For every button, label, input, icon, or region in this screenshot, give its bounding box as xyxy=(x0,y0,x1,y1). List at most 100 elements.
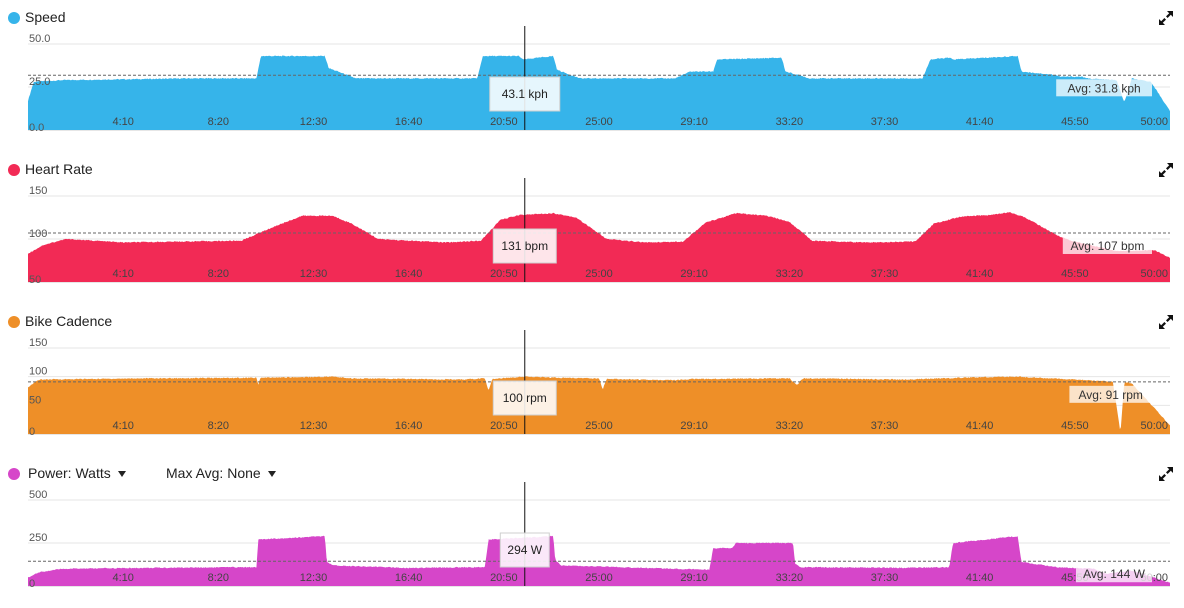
x-tick-label: 41:40 xyxy=(966,268,994,280)
series-area xyxy=(28,376,1170,434)
heart-rate-header: Heart Rate xyxy=(0,152,1184,178)
bike-cadence-title: Bike Cadence xyxy=(25,313,113,329)
x-tick-label: 4:10 xyxy=(112,116,133,128)
x-tick-label: 41:40 xyxy=(966,116,994,128)
hover-tooltip xyxy=(492,228,557,264)
x-tick-label: 16:40 xyxy=(395,268,423,280)
x-tick-label: 29:10 xyxy=(680,420,708,432)
bike-cadence-header: Bike Cadence xyxy=(0,304,1184,330)
x-tick-label: 29:10 xyxy=(680,116,708,128)
caret-down-icon xyxy=(267,471,276,477)
bike-cadence-legend-dot xyxy=(8,316,20,328)
bike-cadence-chart[interactable]: 0 50 100 150 4:10 8:20 12:30 16:40 20:50 25:00 29:… xyxy=(0,330,1184,450)
x-tick-label: 45:50 xyxy=(1061,116,1089,128)
x-tick-label: 4:10 xyxy=(112,420,133,432)
x-tick-label: 12:30 xyxy=(300,116,328,128)
x-tick-label: 25:00 xyxy=(585,420,613,432)
hover-tooltip xyxy=(489,76,561,112)
power-title: Power: Watts xyxy=(28,465,111,481)
y-tick-label: 100 xyxy=(29,228,47,240)
average-label-box xyxy=(1056,79,1152,97)
speed-chart[interactable]: 0.0 25.0 50.0 4:10 8:20 12:30 16:40 20:50 25:00 2… xyxy=(0,26,1184,146)
caret-down-icon xyxy=(117,471,126,477)
x-tick-label: 33:20 xyxy=(776,268,804,280)
series-area xyxy=(28,212,1170,282)
x-tick-label: 45:50 xyxy=(1061,268,1089,280)
x-tick-label: 20:50 xyxy=(490,572,518,584)
y-tick-label: 0 xyxy=(29,578,35,590)
x-tick-label: 20:50 xyxy=(490,116,518,128)
x-tick-label: 50:00 xyxy=(1140,420,1168,432)
x-tick-label: 4:10 xyxy=(112,268,133,280)
expand-arrows-icon[interactable] xyxy=(1158,466,1174,482)
x-tick-label: 25:00 xyxy=(585,572,613,584)
x-tick-label: 50:00 xyxy=(1140,268,1168,280)
x-tick-label: 16:40 xyxy=(395,420,423,432)
speed-panel: Speed 0.0 25.0 50.0 4:10 8:20 12:30 16:40 20:50… xyxy=(0,0,1184,152)
hover-tooltip-value: 43.1 kph xyxy=(502,87,548,101)
y-tick-label: 50 xyxy=(29,394,41,406)
x-tick-label: 50:00 xyxy=(1140,116,1168,128)
series-area xyxy=(28,55,1170,130)
x-tick-label: 16:40 xyxy=(395,572,423,584)
heart-rate-title: Heart Rate xyxy=(25,161,93,177)
x-tick-label: 8:20 xyxy=(208,116,229,128)
y-tick-label: 50.0 xyxy=(29,33,50,45)
y-tick-label: 0 xyxy=(29,426,35,438)
y-tick-label: 150 xyxy=(29,337,47,349)
speed-header: Speed xyxy=(0,0,1184,26)
power-chart[interactable]: 0 250 500 4:10 8:20 12:30 16:40 20:50 25:00 29:10… xyxy=(0,482,1184,602)
x-tick-label: 37:30 xyxy=(871,420,899,432)
average-label: Avg: 91 rpm xyxy=(1078,388,1142,402)
expand-arrows-icon[interactable] xyxy=(1158,10,1174,26)
average-label-box xyxy=(1069,385,1152,403)
expand-arrows-icon[interactable] xyxy=(1158,314,1174,330)
heart-rate-legend-dot xyxy=(8,164,20,176)
bike-cadence-panel: Bike Cadence 0 50 100 150 4:10 8:20 12:30 16:40… xyxy=(0,304,1184,456)
x-tick-label: 12:30 xyxy=(300,420,328,432)
y-tick-label: 150 xyxy=(29,185,47,197)
power-legend-dot xyxy=(8,468,20,480)
speed-title: Speed xyxy=(25,9,66,25)
x-tick-label: 45:50 xyxy=(1061,420,1089,432)
y-tick-label: 250 xyxy=(29,532,47,544)
x-tick-label: 37:30 xyxy=(871,572,899,584)
power-metric-dropdown[interactable]: Power: Watts xyxy=(28,465,126,481)
hover-tooltip xyxy=(499,532,550,568)
heart-rate-chart[interactable]: 50 100 150 4:10 8:20 12:30 16:40 20:50 25:00 29:1… xyxy=(0,178,1184,298)
y-tick-label: 100 xyxy=(29,366,47,378)
y-tick-label: 0.0 xyxy=(29,122,44,134)
hover-tooltip xyxy=(492,380,557,416)
hover-tooltip-value: 294 W xyxy=(507,543,542,557)
expand-arrows-icon[interactable] xyxy=(1158,162,1174,178)
heart-rate-panel: Heart Rate 50 100 150 4:10 8:20 12:30 16:40 20:… xyxy=(0,152,1184,304)
y-tick-label: 500 xyxy=(29,489,47,501)
x-tick-label: 41:40 xyxy=(966,572,994,584)
x-tick-label: 25:00 xyxy=(585,268,613,280)
series-area xyxy=(28,535,1170,586)
x-tick-label: 8:20 xyxy=(208,420,229,432)
y-tick-label: 25.0 xyxy=(29,76,50,88)
hover-tooltip-value: 100 rpm xyxy=(503,391,547,405)
x-tick-label: 20:50 xyxy=(490,268,518,280)
max-avg-dropdown[interactable]: Max Avg: None xyxy=(166,465,276,481)
average-label: Avg: 144 W xyxy=(1083,567,1145,581)
x-tick-label: 41:40 xyxy=(966,420,994,432)
x-tick-label: 29:10 xyxy=(680,572,708,584)
y-tick-label: 50 xyxy=(29,274,41,286)
average-label-box xyxy=(1062,236,1152,254)
x-tick-label: 29:10 xyxy=(680,268,708,280)
max-avg-label: Max Avg: None xyxy=(166,465,261,481)
average-label: Avg: 107 bpm xyxy=(1070,239,1144,253)
x-tick-label: 8:20 xyxy=(208,572,229,584)
x-tick-label: 33:20 xyxy=(776,420,804,432)
power-header: Power: Watts Max Avg: None xyxy=(0,456,1184,482)
x-tick-label: 33:20 xyxy=(776,572,804,584)
hover-tooltip-value: 131 bpm xyxy=(501,239,548,253)
average-label-box xyxy=(1076,565,1152,583)
x-tick-label: 33:20 xyxy=(776,116,804,128)
x-tick-label: 12:30 xyxy=(300,268,328,280)
x-tick-label: 8:20 xyxy=(208,268,229,280)
x-tick-label: 25:00 xyxy=(585,116,613,128)
x-tick-label: 12:30 xyxy=(300,572,328,584)
